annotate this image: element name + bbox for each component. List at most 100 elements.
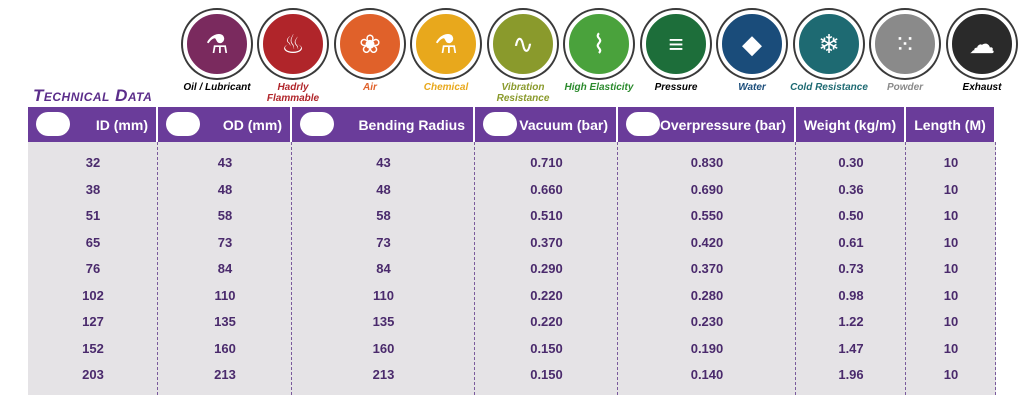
table-cell: 10 <box>943 340 959 356</box>
column-header-label: Weight (kg/m) <box>803 116 897 133</box>
property-label: Oil / Lubricant <box>183 82 251 93</box>
property-label: Cold Resistance <box>790 82 868 93</box>
table-cell: 73 <box>217 234 233 250</box>
bending-radius-icon <box>300 112 334 136</box>
table-cell: 0.510 <box>530 208 563 223</box>
table-cell: 0.830 <box>690 155 724 170</box>
table-cell: 0.73 <box>838 261 864 276</box>
table-cell: 0.50 <box>838 208 864 223</box>
table-cell: 43 <box>217 155 233 170</box>
column-header-label: Bending Radius <box>358 116 465 133</box>
property-label: Vibration Resistance <box>496 82 550 104</box>
snowflake-icon: ❄ <box>795 10 863 78</box>
property-label: Powder <box>886 82 924 93</box>
table-cell: 0.370 <box>530 234 563 250</box>
table-column <box>906 142 996 395</box>
table-cell: 0.30 <box>838 155 864 170</box>
table-cell: 0.420 <box>690 234 724 250</box>
table-cell: 48 <box>376 181 391 197</box>
property-pressure-gauge: ≡ Pressure <box>636 10 716 93</box>
table-column <box>796 142 906 395</box>
table-cell: 0.220 <box>530 314 563 329</box>
table-cell: 102 <box>82 287 104 303</box>
table-cell: 65 <box>85 234 101 250</box>
table-column <box>28 142 158 395</box>
property-vibration: ∿ Vibration Resistance <box>483 10 563 104</box>
property-exhaust-pipe: ☁ Exhaust <box>942 10 1022 93</box>
column-header: ID (mm) <box>28 107 158 142</box>
property-label: High Elasticity <box>564 82 634 93</box>
table-cell: 0.220 <box>530 287 563 303</box>
table-cell: 0.140 <box>690 367 724 382</box>
table-cell: 38 <box>85 181 101 197</box>
water-drop-icon: ◆ <box>718 10 786 78</box>
table-cell: 10 <box>943 155 959 170</box>
column-header: Weight (kg/m) <box>796 107 906 142</box>
property-label: Exhaust <box>962 82 1002 93</box>
table-cell: 10 <box>943 287 959 303</box>
outer-diameter-icon <box>166 112 200 136</box>
column-header: Bending Radius <box>292 107 475 142</box>
table-cell: 0.61 <box>838 234 864 250</box>
property-snowflake: ❄ Cold Resistance <box>789 10 869 93</box>
table-cell: 10 <box>943 261 959 276</box>
property-label: Chemical <box>423 82 469 93</box>
column-header: OD (mm) <box>158 107 292 142</box>
column-header-label: ID (mm) <box>95 116 148 133</box>
table-column <box>158 142 292 395</box>
table-cell: 160 <box>372 340 395 356</box>
column-header: Overpressure (bar) <box>618 107 796 142</box>
table-cell: 135 <box>372 314 395 329</box>
flame-icon: ♨ <box>259 10 327 78</box>
spring-icon: ⌇ <box>565 10 633 78</box>
property-label: Pressure <box>654 82 698 93</box>
table-cell: 203 <box>82 367 104 382</box>
table-cell: 10 <box>943 181 959 197</box>
table-cell: 1.96 <box>838 367 864 382</box>
table-cell: 10 <box>943 208 959 223</box>
table-cell: 0.290 <box>530 261 563 276</box>
table-cell: 10 <box>943 314 959 329</box>
property-label: Air <box>363 82 377 93</box>
property-powder: ⁙ Powder <box>865 10 945 93</box>
page-title: Technical Data <box>33 86 153 105</box>
table-cell: 1.22 <box>838 314 864 329</box>
property-icons: ⚗ Oil / Lubricant ♨ Hadrly Flammable ❀ Air ⚗ Ch… <box>180 10 1020 105</box>
exhaust-pipe-icon: ☁ <box>948 10 1016 78</box>
vacuum-icon <box>483 112 517 136</box>
table-cell: 58 <box>376 208 391 223</box>
property-spring: ⌇ High Elasticity <box>559 10 639 93</box>
table-cell: 0.280 <box>690 287 724 303</box>
table-cell: 0.36 <box>838 181 864 197</box>
column-header-label: Length (M) <box>914 116 986 133</box>
table-cell: 152 <box>82 340 104 356</box>
powder-icon: ⁙ <box>871 10 939 78</box>
table-cell: 135 <box>214 314 236 329</box>
pressure-gauge-icon: ≡ <box>642 10 710 78</box>
table-column <box>618 142 796 395</box>
property-label: Hadrly Flammable <box>266 82 320 104</box>
property-flame: ♨ Hadrly Flammable <box>253 10 333 104</box>
table-cell: 0.150 <box>530 340 563 356</box>
property-fan: ❀ Air <box>330 10 410 93</box>
table-cell: 32 <box>85 155 101 170</box>
column-header-label: Vacuum (bar) <box>519 116 608 133</box>
table-cell: 76 <box>85 261 101 276</box>
table-cell: 43 <box>376 155 391 170</box>
table-cell: 48 <box>217 181 233 197</box>
table-cell: 10 <box>943 367 959 382</box>
table-cell: 58 <box>217 208 233 223</box>
column-header-label: OD (mm) <box>222 116 282 133</box>
table-cell: 84 <box>376 261 391 276</box>
table-cell: 0.230 <box>690 314 724 329</box>
table-column <box>292 142 475 395</box>
table-cell: 110 <box>373 287 394 303</box>
table-cell: 127 <box>82 314 104 329</box>
property-oil-drop: ⚗ Oil / Lubricant <box>177 10 257 93</box>
table-cell: 213 <box>372 367 395 382</box>
table-cell: 51 <box>85 208 101 223</box>
vibration-icon: ∿ <box>489 10 557 78</box>
property-flask: ⚗ Chemical <box>406 10 486 93</box>
table-cell: 84 <box>217 261 233 276</box>
table-cell: 0.190 <box>690 340 724 356</box>
